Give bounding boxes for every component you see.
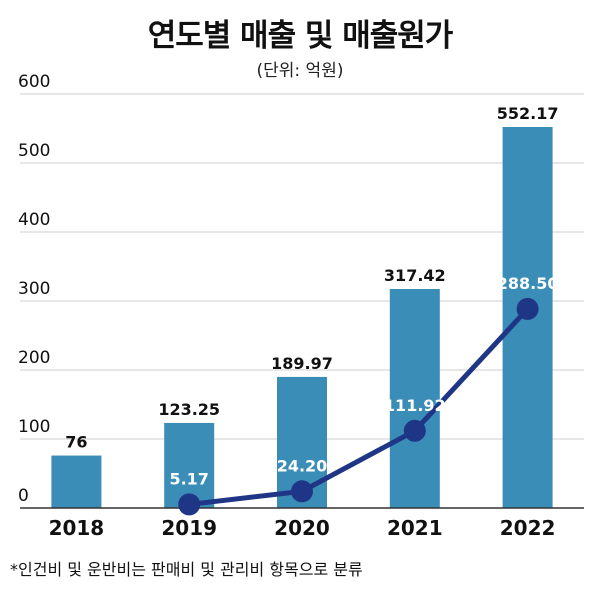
y-tick-label: 500 — [18, 141, 50, 161]
y-tick-label: 100 — [18, 417, 50, 437]
line-value-label: 24.20 — [277, 456, 328, 475]
y-tick-label: 200 — [18, 348, 50, 368]
bar-value-label: 189.97 — [271, 354, 333, 373]
bar-value-label: 76 — [65, 433, 87, 452]
line-point — [178, 493, 201, 516]
line-point — [403, 419, 426, 442]
bar-value-label: 123.25 — [158, 400, 220, 419]
y-tick-label: 0 — [18, 486, 29, 506]
line-series — [188, 307, 530, 507]
x-tick-label: 2022 — [500, 516, 556, 540]
bar-value-label: 552.17 — [497, 104, 559, 123]
bar — [389, 288, 440, 508]
x-tick-label: 2018 — [49, 516, 105, 540]
line-value-label: 5.17 — [169, 469, 208, 488]
y-tick-label: 300 — [18, 279, 50, 299]
chart-title: 연도별 매출 및 매출원가 — [147, 18, 454, 54]
footnote: *인건비 및 운반비는 판매비 및 관리비 항목으로 분류 — [10, 560, 363, 579]
line-value-label: 288.50 — [497, 274, 559, 293]
bar — [51, 455, 102, 508]
line-point — [291, 480, 313, 503]
x-tick-label: 2019 — [161, 516, 217, 540]
line-value-label: 111.92 — [384, 396, 446, 415]
bar-value-label: 317.42 — [384, 266, 446, 285]
x-tick-label: 2021 — [387, 516, 443, 540]
y-tick-label: 600 — [18, 72, 50, 92]
y-tick-label: 400 — [18, 210, 50, 230]
x-tick-label: 2020 — [274, 516, 330, 540]
line-point — [516, 297, 539, 320]
chart-subtitle: (단위: 억원) — [256, 61, 344, 81]
